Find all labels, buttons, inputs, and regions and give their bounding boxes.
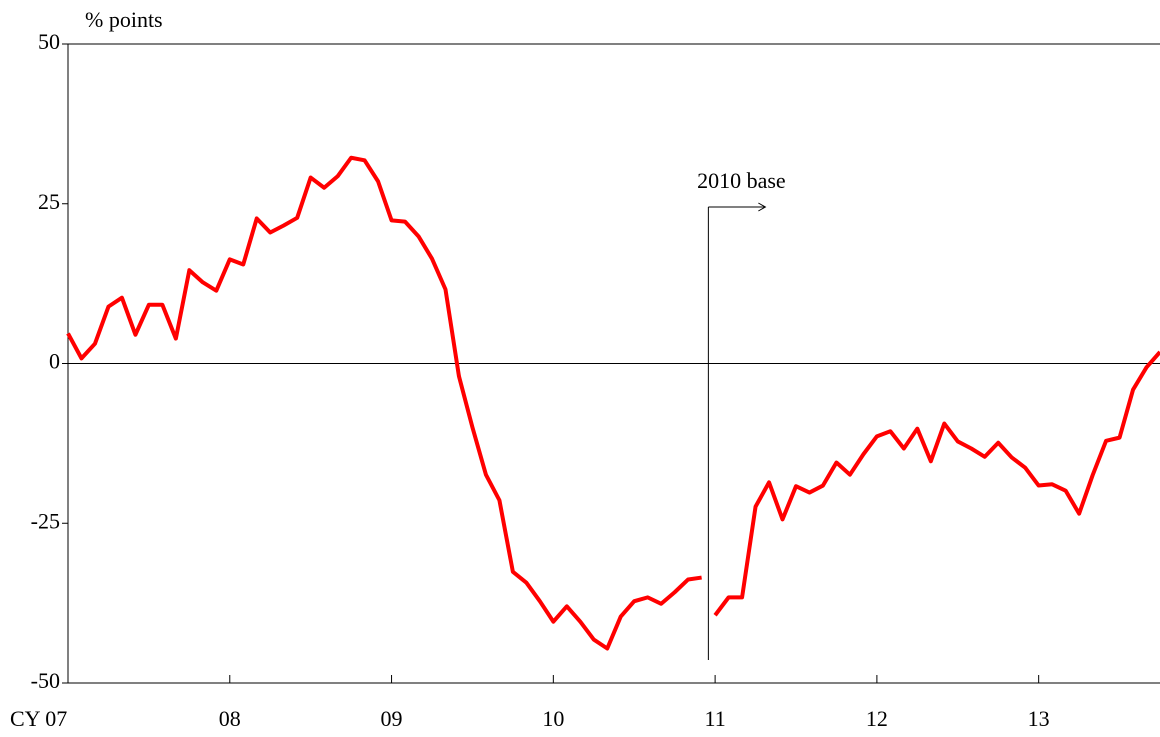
x-tick-label: CY 07 [10, 706, 67, 731]
x-tick-label: 10 [542, 706, 564, 731]
x-tick-label: 11 [705, 706, 726, 731]
y-tick-label: -25 [31, 508, 60, 533]
x-tick-label: 08 [219, 706, 241, 731]
x-tick-label: 13 [1028, 706, 1050, 731]
y-axis-label: % points [85, 7, 163, 32]
y-tick-label: 25 [38, 189, 60, 214]
annotation: 2010 base [697, 168, 786, 193]
x-tick-label: 12 [866, 706, 888, 731]
y-tick-label: 0 [49, 349, 60, 374]
base-arrowhead [758, 202, 767, 212]
data-line [713, 350, 1160, 617]
x-tick-label: 09 [381, 706, 403, 731]
y-tick-label: -50 [31, 668, 60, 693]
y-tick-label: 50 [38, 29, 60, 54]
data-line [66, 155, 702, 651]
